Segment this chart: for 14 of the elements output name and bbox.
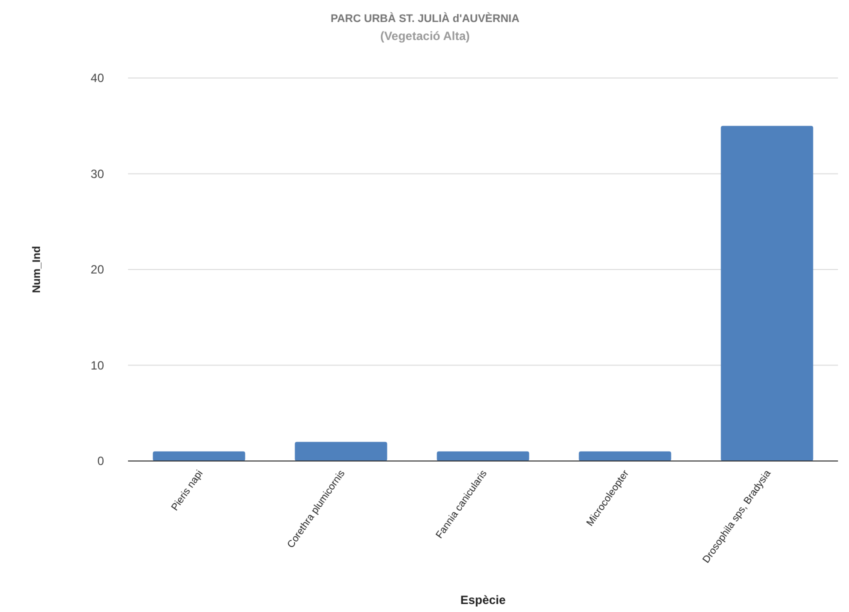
chart-subtitle: (Vegetació Alta) [380, 29, 470, 43]
chart-title: PARC URBÀ ST. JULIÀ d'AUVÈRNIA [330, 12, 520, 25]
bar [294, 442, 388, 461]
y-tick-label: 40 [90, 71, 104, 86]
bar [720, 126, 814, 461]
y-tick-label: 20 [90, 262, 104, 277]
bar [436, 451, 530, 461]
y-tick-label: 0 [97, 454, 104, 468]
y-axis-title: Num_Ind [31, 246, 43, 294]
y-tick-label: 30 [90, 166, 104, 181]
bar [152, 451, 246, 461]
y-tick-label: 10 [90, 358, 104, 372]
x-axis-title: Espècie [460, 593, 506, 607]
bar [578, 451, 672, 461]
